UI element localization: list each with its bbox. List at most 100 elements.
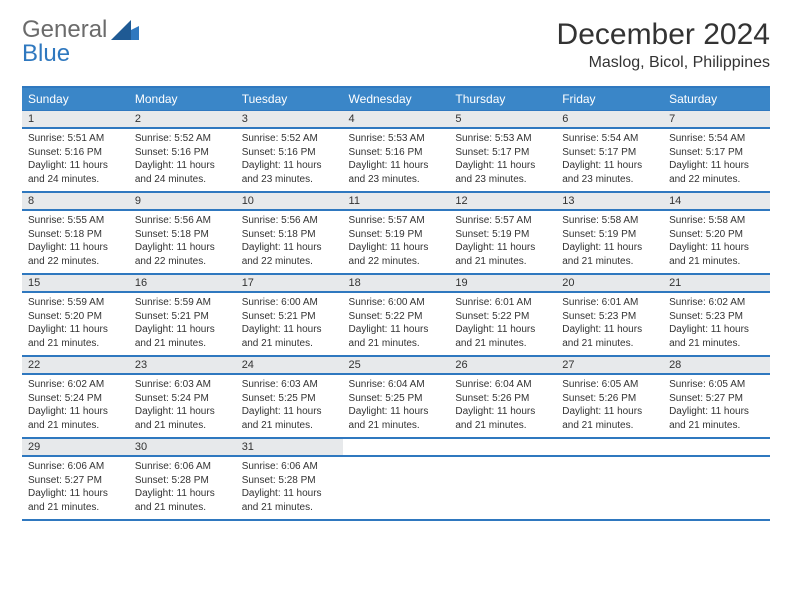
daylight-line-2: and 21 minutes.: [349, 337, 444, 351]
day-number: 8: [22, 193, 129, 209]
sunrise-line: Sunrise: 5:54 AM: [562, 132, 657, 146]
sunset-line: Sunset: 5:20 PM: [669, 228, 764, 242]
sunrise-line: Sunrise: 6:02 AM: [669, 296, 764, 310]
daylight-line-2: and 21 minutes.: [242, 337, 337, 351]
daylight-line-1: Daylight: 11 hours: [669, 159, 764, 173]
day-content-cell: Sunrise: 6:01 AMSunset: 5:23 PMDaylight:…: [556, 292, 663, 356]
day-header: Wednesday: [343, 87, 450, 111]
daylight-line-2: and 21 minutes.: [562, 337, 657, 351]
day-number-cell: 24: [236, 356, 343, 374]
day-details: Sunrise: 6:05 AMSunset: 5:26 PMDaylight:…: [556, 375, 663, 437]
day-number-cell: 11: [343, 192, 450, 210]
sunset-line: Sunset: 5:17 PM: [669, 146, 764, 160]
sunset-line: Sunset: 5:22 PM: [455, 310, 550, 324]
location: Maslog, Bicol, Philippines: [557, 54, 770, 72]
day-content-cell: Sunrise: 6:04 AMSunset: 5:25 PMDaylight:…: [343, 374, 450, 438]
day-content-cell: Sunrise: 6:02 AMSunset: 5:23 PMDaylight:…: [663, 292, 770, 356]
sunset-line: Sunset: 5:27 PM: [669, 392, 764, 406]
day-number-cell: 31: [236, 438, 343, 456]
week-content-row: Sunrise: 5:51 AMSunset: 5:16 PMDaylight:…: [22, 128, 770, 192]
sunset-line: Sunset: 5:16 PM: [28, 146, 123, 160]
day-number-cell: 16: [129, 274, 236, 292]
sunset-line: Sunset: 5:23 PM: [669, 310, 764, 324]
day-content-cell: Sunrise: 5:57 AMSunset: 5:19 PMDaylight:…: [449, 210, 556, 274]
day-number-cell: 7: [663, 111, 770, 129]
day-details: Sunrise: 6:01 AMSunset: 5:23 PMDaylight:…: [556, 293, 663, 355]
header: General Blue December 2024 Maslog, Bicol…: [22, 18, 770, 72]
week-content-row: Sunrise: 6:06 AMSunset: 5:27 PMDaylight:…: [22, 456, 770, 520]
sunset-line: Sunset: 5:26 PM: [455, 392, 550, 406]
title-block: December 2024 Maslog, Bicol, Philippines: [557, 18, 770, 72]
daylight-line-2: and 21 minutes.: [562, 255, 657, 269]
week-content-row: Sunrise: 5:55 AMSunset: 5:18 PMDaylight:…: [22, 210, 770, 274]
day-number: 9: [129, 193, 236, 209]
day-details: Sunrise: 5:54 AMSunset: 5:17 PMDaylight:…: [663, 129, 770, 191]
day-content-cell: Sunrise: 6:02 AMSunset: 5:24 PMDaylight:…: [22, 374, 129, 438]
day-details: Sunrise: 6:06 AMSunset: 5:27 PMDaylight:…: [22, 457, 129, 519]
daylight-line-2: and 21 minutes.: [669, 419, 764, 433]
day-number: 29: [22, 439, 129, 455]
daylight-line-2: and 22 minutes.: [242, 255, 337, 269]
sunrise-line: Sunrise: 6:06 AM: [242, 460, 337, 474]
day-content-cell: Sunrise: 6:00 AMSunset: 5:22 PMDaylight:…: [343, 292, 450, 356]
day-details: Sunrise: 5:55 AMSunset: 5:18 PMDaylight:…: [22, 211, 129, 273]
day-number: 20: [556, 275, 663, 291]
daylight-line-2: and 21 minutes.: [28, 419, 123, 433]
sunset-line: Sunset: 5:22 PM: [349, 310, 444, 324]
daylight-line-1: Daylight: 11 hours: [562, 323, 657, 337]
day-number-cell: 15: [22, 274, 129, 292]
day-details: Sunrise: 6:00 AMSunset: 5:21 PMDaylight:…: [236, 293, 343, 355]
daylight-line-1: Daylight: 11 hours: [28, 323, 123, 337]
week-daynum-row: 891011121314: [22, 192, 770, 210]
logo-word-blue: Blue: [22, 40, 70, 67]
day-details: Sunrise: 5:56 AMSunset: 5:18 PMDaylight:…: [236, 211, 343, 273]
daylight-line-1: Daylight: 11 hours: [669, 241, 764, 255]
day-header: Saturday: [663, 87, 770, 111]
day-details: Sunrise: 5:59 AMSunset: 5:20 PMDaylight:…: [22, 293, 129, 355]
daylight-line-1: Daylight: 11 hours: [242, 405, 337, 419]
daylight-line-1: Daylight: 11 hours: [562, 405, 657, 419]
daylight-line-1: Daylight: 11 hours: [135, 487, 230, 501]
week-daynum-row: 1234567: [22, 111, 770, 129]
day-content-cell: Sunrise: 5:53 AMSunset: 5:17 PMDaylight:…: [449, 128, 556, 192]
day-content-cell: Sunrise: 6:04 AMSunset: 5:26 PMDaylight:…: [449, 374, 556, 438]
sunset-line: Sunset: 5:17 PM: [562, 146, 657, 160]
sunrise-line: Sunrise: 5:53 AM: [455, 132, 550, 146]
day-number-cell: 23: [129, 356, 236, 374]
day-header: Monday: [129, 87, 236, 111]
sunset-line: Sunset: 5:19 PM: [349, 228, 444, 242]
day-content-cell: [343, 456, 450, 520]
day-number-cell: 17: [236, 274, 343, 292]
sunset-line: Sunset: 5:24 PM: [28, 392, 123, 406]
sunrise-line: Sunrise: 6:06 AM: [28, 460, 123, 474]
sunrise-line: Sunrise: 6:02 AM: [28, 378, 123, 392]
day-number-cell: 14: [663, 192, 770, 210]
day-details: Sunrise: 6:02 AMSunset: 5:24 PMDaylight:…: [22, 375, 129, 437]
day-number-cell: 28: [663, 356, 770, 374]
week-content-row: Sunrise: 6:02 AMSunset: 5:24 PM Daylight:…: [22, 374, 770, 438]
daylight-line-1: Daylight: 11 hours: [562, 241, 657, 255]
day-content-cell: Sunrise: 5:55 AMSunset: 5:18 PMDaylight:…: [22, 210, 129, 274]
day-details: Sunrise: 6:03 AMSunset: 5:24 PMDaylight:…: [129, 375, 236, 437]
daylight-line-1: Daylight: 11 hours: [455, 405, 550, 419]
daylight-line-2: and 23 minutes.: [242, 173, 337, 187]
day-number-cell: 18: [343, 274, 450, 292]
day-number: 12: [449, 193, 556, 209]
day-details: Sunrise: 5:58 AMSunset: 5:20 PMDaylight:…: [663, 211, 770, 273]
day-header-row: SundayMondayTuesdayWednesdayThursdayFrid…: [22, 87, 770, 111]
daylight-line-1: Daylight: 11 hours: [28, 487, 123, 501]
sunrise-line: Sunrise: 6:04 AM: [455, 378, 550, 392]
day-content-cell: Sunrise: 5:52 AMSunset: 5:16 PMDaylight:…: [236, 128, 343, 192]
day-number: 7: [663, 111, 770, 127]
day-number: 18: [343, 275, 450, 291]
sunrise-line: Sunrise: 6:00 AM: [349, 296, 444, 310]
daylight-line-1: Daylight: 11 hours: [562, 159, 657, 173]
daylight-line-2: and 23 minutes.: [562, 173, 657, 187]
day-details: Sunrise: 6:02 AMSunset: 5:23 PMDaylight:…: [663, 293, 770, 355]
day-number-cell: 3: [236, 111, 343, 129]
daylight-line-1: Daylight: 11 hours: [455, 241, 550, 255]
daylight-line-2: and 22 minutes.: [669, 173, 764, 187]
sunrise-line: Sunrise: 5:52 AM: [135, 132, 230, 146]
day-number-cell: 27: [556, 356, 663, 374]
sunrise-line: Sunrise: 5:59 AM: [28, 296, 123, 310]
